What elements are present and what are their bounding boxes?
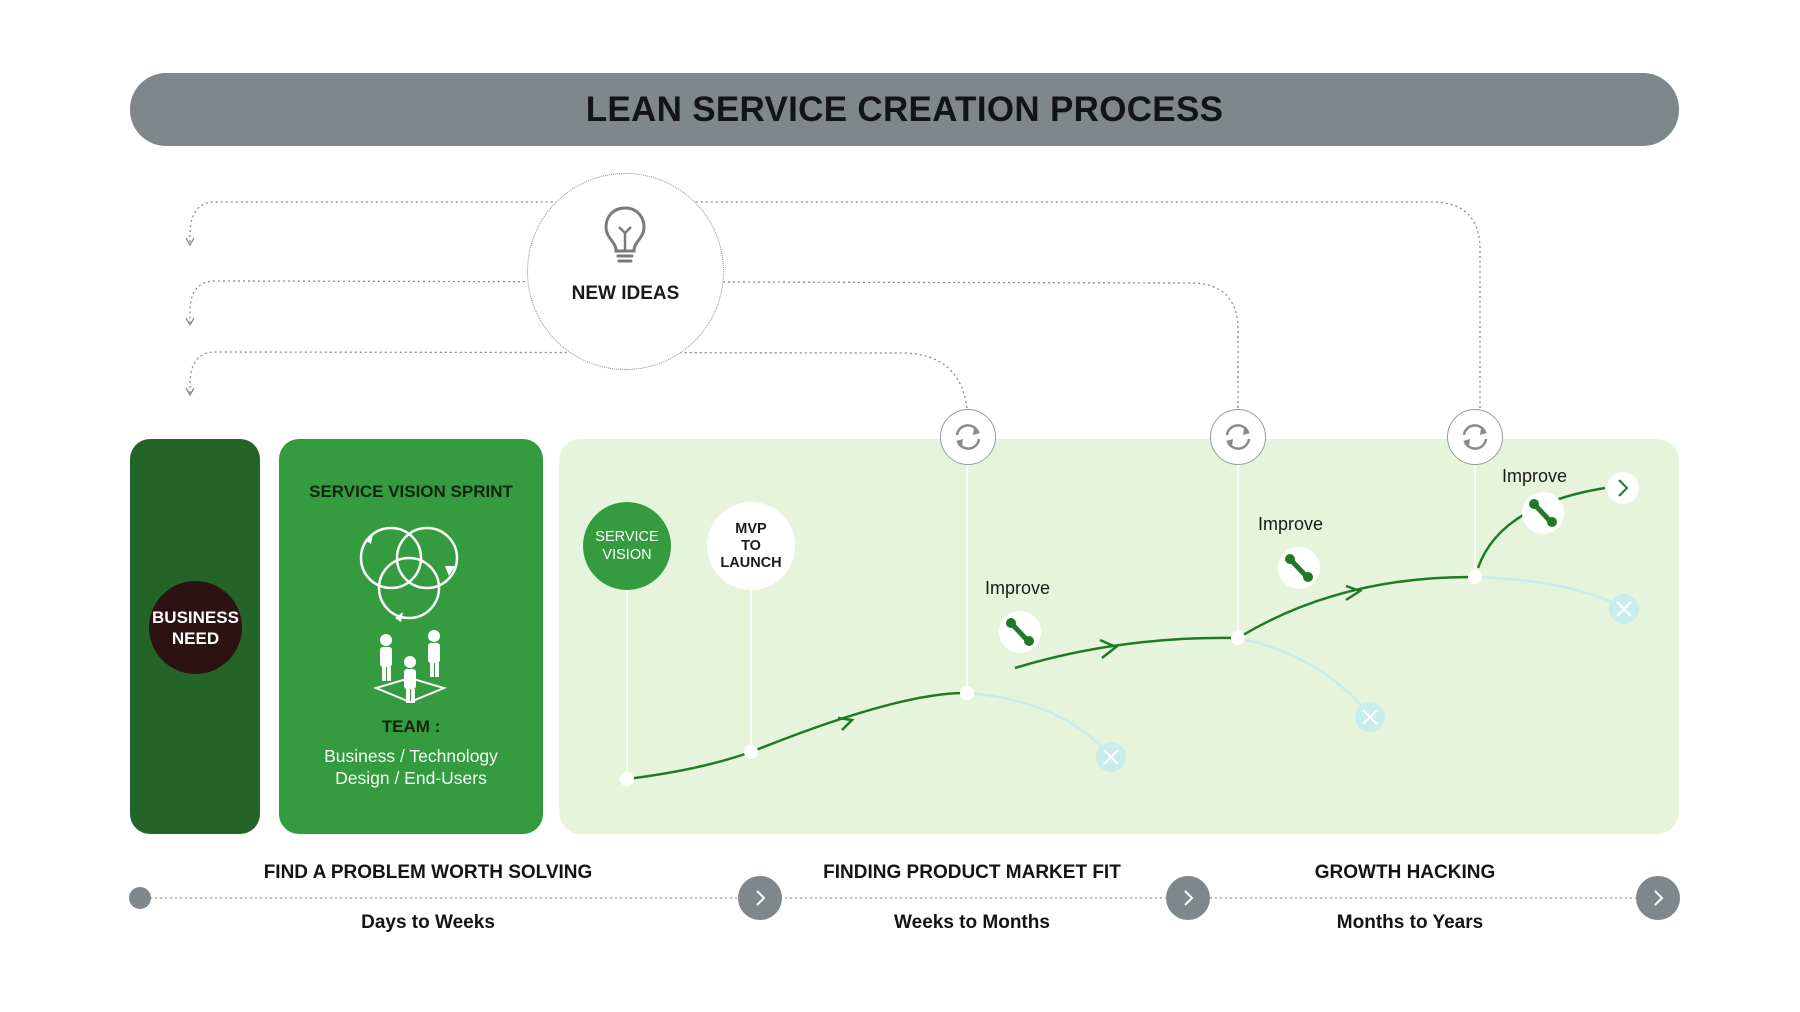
path-node <box>744 745 758 759</box>
wrench-icon <box>1278 547 1320 589</box>
new-ideas-circle <box>527 173 724 370</box>
service-vision-sprint-panel <box>279 439 543 834</box>
feedback-loop-growth <box>189 201 1481 408</box>
mvp-launch-bubble: MVP TO LAUNCH <box>707 502 795 590</box>
stage-1-duration: Days to Weeks <box>361 912 495 933</box>
stage-2-title: FINDING PRODUCT MARKET FIT <box>823 862 1121 883</box>
improve-label-1: Improve <box>985 578 1051 598</box>
stage-2-duration: Weeks to Months <box>894 912 1050 933</box>
sprint-title: SERVICE VISION SPRINT <box>309 482 513 501</box>
new-ideas-label: NEW IDEAS <box>571 283 680 304</box>
path-node <box>960 686 974 700</box>
success-path-4 <box>1476 486 1606 569</box>
fail-x-icon <box>1355 702 1385 732</box>
lightbulb-icon <box>604 206 646 263</box>
header-bar: LEAN SERVICE CREATION PROCESS <box>130 73 1679 146</box>
fail-branch-1 <box>966 691 1111 756</box>
team-people-icon <box>372 630 448 704</box>
success-path-3 <box>1237 575 1476 640</box>
business-need-badge: BUSINESS NEED <box>149 581 242 674</box>
service-vision-bubble: SERVICE VISION <box>583 502 671 590</box>
wrench-icon <box>999 611 1041 653</box>
business-need-line1: BUSINESS <box>152 607 239 627</box>
mvp-line1: MVP <box>735 520 767 537</box>
fail-branch-2 <box>1237 636 1371 716</box>
stage-3-chevron-icon <box>1636 876 1680 920</box>
service-vision-line1: SERVICE <box>595 529 659 545</box>
path-node <box>1468 570 1482 584</box>
page-title: LEAN SERVICE CREATION PROCESS <box>585 89 1224 129</box>
path-node <box>620 772 634 786</box>
team-label: TEAM : <box>381 717 441 736</box>
team-line-2: Design / End-Users <box>335 768 487 788</box>
fail-branch-3 <box>1474 575 1623 609</box>
timeline-start-dot <box>129 887 151 909</box>
path-arrow <box>1345 584 1363 602</box>
mvp-line3: LAUNCH <box>720 554 782 571</box>
stage-1-chevron-icon <box>738 876 782 920</box>
wrench-icon <box>1522 492 1564 534</box>
loop-refresh-icon <box>940 409 996 465</box>
fail-x-icon <box>1609 594 1639 624</box>
improve-label-3: Improve <box>1502 466 1568 486</box>
path-arrow <box>1099 638 1119 659</box>
loop-refresh-icon <box>1210 409 1266 465</box>
journey-end-chevron-icon <box>1607 472 1639 504</box>
business-need-line2: NEED <box>171 628 220 648</box>
success-path-2 <box>1014 636 1239 670</box>
path-node <box>1231 631 1245 645</box>
success-path-1 <box>626 691 968 781</box>
feedback-loop-market-fit <box>189 280 1239 408</box>
improve-label-2: Improve <box>1258 514 1324 534</box>
stage-3-title: GROWTH HACKING <box>1314 862 1496 883</box>
team-line-1: Business / Technology <box>324 746 498 766</box>
path-arrow <box>837 716 855 731</box>
service-vision-line2: VISION <box>602 547 652 563</box>
mvp-line2: TO <box>741 537 761 554</box>
stage-2-chevron-icon <box>1166 876 1210 920</box>
fail-x-icon <box>1096 742 1126 772</box>
cycle-circles-icon <box>359 526 459 622</box>
stage-3-duration: Months to Years <box>1336 912 1484 933</box>
stage-1-title: FIND A PROBLEM WORTH SOLVING <box>263 862 593 883</box>
loop-refresh-icon <box>1447 409 1503 465</box>
feedback-loop-problem <box>189 351 968 409</box>
